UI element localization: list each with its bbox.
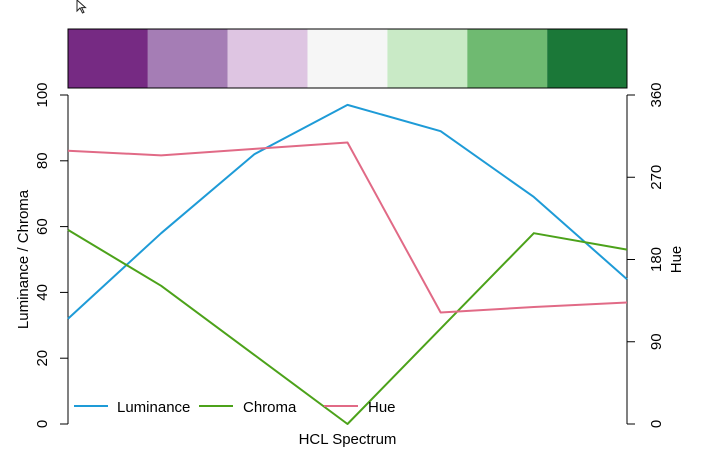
axes: 0 20 40 60 80 100 0 90 180 270 360 Luminance / Chro… — [15, 82, 685, 448]
left-axis-title: Luminance / Chroma — [15, 189, 32, 329]
left-tick-label: 20 — [34, 350, 51, 367]
legend-label-luminance: Luminance — [117, 399, 190, 416]
legend: Luminance Chroma Hue — [74, 399, 396, 416]
color-swatch-strip — [67, 28, 628, 89]
series-line-hue — [67, 141, 628, 314]
color-swatch — [467, 29, 548, 88]
color-swatch — [147, 29, 228, 88]
right-tick-label: 0 — [648, 420, 665, 428]
series-line-chroma — [67, 229, 628, 425]
left-tick-label: 60 — [34, 218, 51, 235]
legend-label-hue: Hue — [368, 399, 396, 416]
left-tick-label: 0 — [34, 420, 51, 428]
series-line-luminance — [67, 103, 628, 320]
right-tick-label: 90 — [648, 333, 665, 350]
color-swatch — [547, 29, 627, 88]
color-swatch — [307, 29, 388, 88]
left-tick-label: 40 — [34, 284, 51, 301]
color-swatch — [227, 29, 308, 88]
left-tick-label: 100 — [34, 82, 51, 107]
legend-label-chroma: Chroma — [243, 399, 297, 416]
right-tick-label: 180 — [648, 247, 665, 272]
x-axis-title: HCL Spectrum — [299, 431, 397, 448]
left-tick-label: 80 — [34, 152, 51, 169]
swatch-frame — [67, 28, 628, 89]
right-axis-title: Hue — [668, 246, 685, 274]
color-swatch — [387, 29, 468, 88]
series-lines — [67, 103, 628, 425]
right-tick-label: 270 — [648, 165, 665, 190]
right-tick-label: 360 — [648, 82, 665, 107]
color-swatch — [68, 29, 148, 88]
mouse-pointer-icon — [76, 0, 87, 14]
